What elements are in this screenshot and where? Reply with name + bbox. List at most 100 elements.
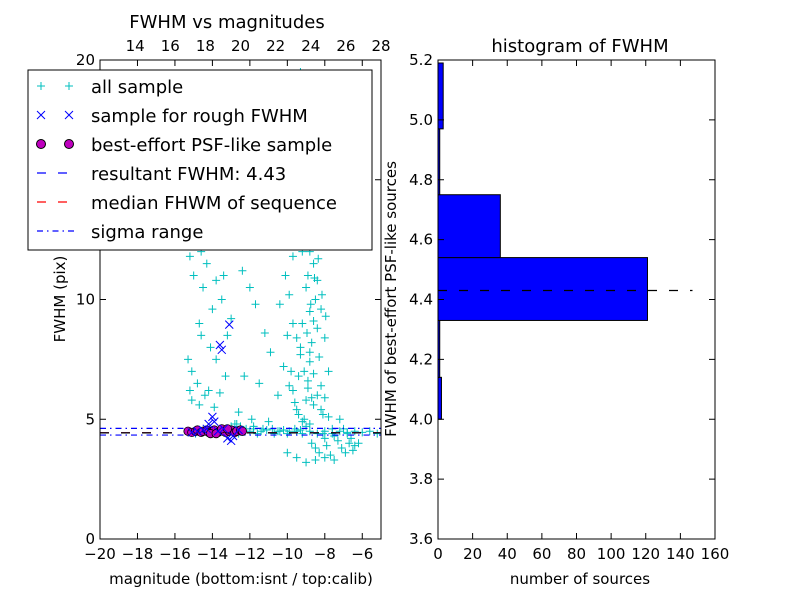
all-sample-point bbox=[290, 398, 299, 407]
x-tick-label: 40 bbox=[498, 545, 517, 563]
all-sample-point bbox=[195, 319, 204, 328]
all-sample-point bbox=[187, 396, 196, 405]
rough-sample-point bbox=[213, 426, 223, 436]
all-sample-point bbox=[245, 283, 254, 292]
all-sample-point bbox=[324, 412, 333, 421]
all-sample-point bbox=[328, 429, 337, 438]
y-tick-label: 4.6 bbox=[409, 231, 433, 249]
y-tick-label: 10 bbox=[76, 291, 95, 309]
all-sample-point bbox=[189, 271, 198, 280]
all-sample-point bbox=[309, 259, 318, 268]
legend-item-median-fwhm: median FHWM of sequence bbox=[37, 193, 337, 214]
y-tick-label: 20 bbox=[76, 51, 95, 69]
all-sample-point bbox=[279, 426, 288, 435]
all-sample-point bbox=[212, 276, 221, 285]
all-sample-point bbox=[309, 369, 318, 378]
y-tick-label: 3.6 bbox=[409, 530, 433, 548]
x-tick-label: 80 bbox=[567, 545, 586, 563]
all-sample-point bbox=[354, 439, 363, 448]
all-sample-point bbox=[306, 300, 315, 309]
y-tick-label: 4.8 bbox=[409, 171, 433, 189]
all-sample-point bbox=[217, 295, 226, 304]
legend-marker-plus bbox=[37, 82, 73, 90]
x-tick-label: 60 bbox=[532, 545, 551, 563]
x-tick-label: −14 bbox=[197, 545, 229, 563]
right-x-axis-label: number of sources bbox=[510, 570, 650, 588]
right-y-axis-label: FWHM of best-effort PSF-like sources bbox=[382, 161, 400, 437]
legend-item-resultant-fwhm: resultant FWHM: 4.43 bbox=[37, 164, 286, 185]
all-sample-point bbox=[210, 403, 219, 412]
rough-sample-point bbox=[208, 412, 217, 422]
all-sample-point bbox=[294, 410, 303, 419]
histogram-bar bbox=[437, 257, 648, 321]
x-tick-label: −10 bbox=[272, 545, 304, 563]
all-sample-point bbox=[184, 355, 193, 364]
all-sample-point bbox=[195, 400, 204, 409]
all-sample-point bbox=[285, 381, 294, 390]
all-sample-point bbox=[288, 319, 297, 328]
all-sample-point bbox=[313, 391, 322, 400]
all-sample-point bbox=[333, 436, 342, 445]
legend-item-all-sample: all sample bbox=[37, 77, 183, 98]
x-tick-label: −20 bbox=[84, 545, 116, 563]
fwhm-vs-magnitude-panel: −20 −18 −16 −14 −12 −10 −8 −6 14 16 18 20 22 24 26 28 0 5… bbox=[27, 12, 391, 588]
top-x-tick-label: 16 bbox=[161, 37, 180, 55]
psf-sample-point bbox=[222, 424, 232, 434]
all-sample-point bbox=[317, 381, 326, 390]
all-sample-point bbox=[264, 417, 273, 426]
legend-item-sigma-range: sigma range bbox=[37, 222, 203, 243]
all-sample-point bbox=[288, 252, 297, 261]
all-sample-point bbox=[206, 343, 215, 352]
all-sample-point bbox=[365, 427, 374, 436]
legend-label: sample for rough FWHM bbox=[91, 106, 308, 127]
all-sample-point bbox=[208, 305, 217, 314]
all-sample-point bbox=[215, 388, 224, 397]
all-sample-point bbox=[212, 355, 221, 364]
all-sample-point bbox=[305, 427, 314, 436]
top-x-tick-label: 14 bbox=[126, 37, 145, 55]
all-sample-point bbox=[320, 434, 329, 443]
all-sample-point bbox=[307, 439, 316, 448]
legend-item-rough-sample: sample for rough FWHM bbox=[36, 106, 308, 127]
all-sample-point bbox=[296, 343, 305, 352]
all-sample-point bbox=[317, 305, 326, 314]
all-sample-point bbox=[303, 271, 312, 280]
all-sample-point bbox=[320, 453, 329, 462]
histogram-bar bbox=[437, 194, 501, 259]
all-sample-point bbox=[348, 446, 357, 455]
top-x-tick-label: 28 bbox=[371, 37, 390, 55]
fwhm-histogram-plot-area bbox=[437, 62, 693, 420]
all-sample-point bbox=[320, 427, 329, 436]
all-sample-point bbox=[321, 312, 330, 321]
rough-sample-point bbox=[202, 424, 212, 434]
top-x-tick-label: 18 bbox=[196, 37, 215, 55]
all-sample-point bbox=[273, 391, 282, 400]
all-sample-point bbox=[193, 379, 202, 388]
all-sample-point bbox=[247, 415, 256, 424]
fwhm-vs-magnitude-plot-area bbox=[100, 67, 382, 467]
y-tick-label: 4.2 bbox=[409, 350, 433, 368]
all-sample-point bbox=[326, 451, 335, 460]
all-sample-point bbox=[335, 415, 344, 424]
x-tick-label: 120 bbox=[631, 545, 660, 563]
all-sample-point bbox=[313, 429, 322, 438]
x-tick-label: 20 bbox=[463, 545, 482, 563]
all-sample-point bbox=[298, 417, 307, 426]
rough-sample-point bbox=[209, 417, 219, 426]
all-sample-point bbox=[202, 259, 211, 268]
all-sample-point bbox=[223, 331, 232, 340]
all-sample-point bbox=[185, 386, 194, 395]
all-sample-point bbox=[240, 372, 249, 381]
all-sample-point bbox=[283, 331, 292, 340]
all-sample-point bbox=[307, 393, 316, 402]
all-sample-point bbox=[318, 410, 327, 419]
histogram-bar bbox=[437, 376, 442, 420]
legend-label: median FHWM of sequence bbox=[91, 193, 337, 214]
all-sample-point bbox=[320, 393, 329, 402]
all-sample-point bbox=[337, 443, 346, 452]
all-sample-point bbox=[350, 427, 359, 436]
all-sample-point bbox=[341, 448, 350, 457]
all-sample-point bbox=[292, 405, 301, 414]
y-tick-label: 4.4 bbox=[409, 291, 433, 309]
left-y-axis-label: FWHM (pix) bbox=[51, 256, 69, 343]
